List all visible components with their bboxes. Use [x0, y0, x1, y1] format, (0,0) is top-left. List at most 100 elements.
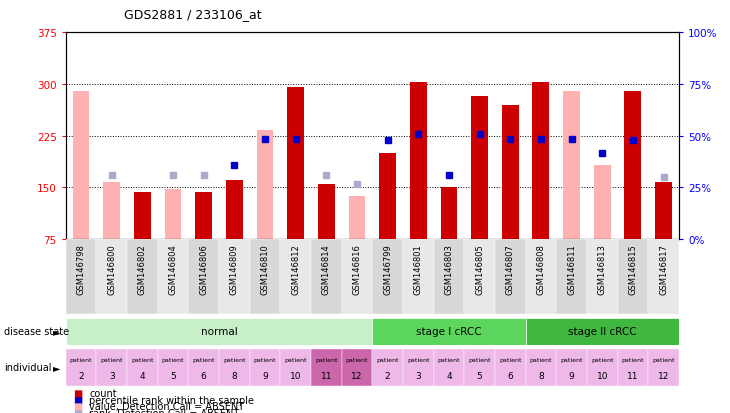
Bar	[280, 349, 311, 386]
Text: GSM146810: GSM146810	[261, 243, 269, 294]
Bar	[624, 92, 642, 240]
Bar	[66, 318, 372, 345]
Bar	[655, 183, 672, 240]
Text: 5: 5	[477, 371, 483, 380]
Text: patient: patient	[346, 357, 368, 362]
Bar	[648, 240, 679, 314]
Bar	[434, 240, 464, 314]
Text: GSM146803: GSM146803	[445, 243, 453, 294]
Text: 11: 11	[627, 371, 639, 380]
Text: 3: 3	[415, 371, 421, 380]
Bar	[587, 240, 618, 314]
Text: GSM146806: GSM146806	[199, 243, 208, 294]
Text: GSM146817: GSM146817	[659, 243, 668, 294]
Bar	[526, 349, 556, 386]
Bar	[464, 349, 495, 386]
Text: value, Detection Call = ABSENT: value, Detection Call = ABSENT	[89, 401, 244, 411]
Bar	[158, 349, 188, 386]
Text: ►: ►	[53, 326, 60, 337]
Bar	[127, 240, 158, 314]
Bar	[526, 318, 679, 345]
Text: patient: patient	[407, 357, 429, 362]
Text: patient: patient	[162, 357, 184, 362]
Text: 10: 10	[596, 371, 608, 380]
Bar	[410, 83, 427, 240]
Text: 11: 11	[320, 371, 332, 380]
Bar	[188, 349, 219, 386]
Bar	[372, 240, 403, 314]
Text: GSM146808: GSM146808	[537, 243, 545, 294]
Bar	[556, 349, 587, 386]
Text: patient: patient	[315, 357, 337, 362]
Bar	[158, 240, 188, 314]
Text: patient: patient	[499, 357, 521, 362]
Text: patient: patient	[561, 357, 583, 362]
Bar	[372, 318, 526, 345]
Bar	[342, 349, 372, 386]
Bar	[440, 188, 458, 240]
Text: GSM146805: GSM146805	[475, 243, 484, 294]
Text: patient: patient	[285, 357, 307, 362]
Text: rank, Detection Call = ABSENT: rank, Detection Call = ABSENT	[89, 408, 239, 413]
Text: 2: 2	[385, 371, 391, 380]
Text: 6: 6	[507, 371, 513, 380]
Text: GSM146804: GSM146804	[169, 243, 177, 294]
Text: GSM146814: GSM146814	[322, 243, 331, 294]
Text: stage II cRCC: stage II cRCC	[568, 326, 637, 337]
Bar	[403, 349, 434, 386]
Bar	[563, 92, 580, 240]
Bar	[403, 240, 434, 314]
Text: 3: 3	[109, 371, 115, 380]
Bar	[127, 349, 158, 386]
Text: GSM146811: GSM146811	[567, 243, 576, 294]
Text: patient: patient	[223, 357, 245, 362]
Text: GSM146807: GSM146807	[506, 243, 515, 294]
Bar	[495, 240, 526, 314]
Text: patient: patient	[70, 357, 92, 362]
Text: individual: individual	[4, 363, 51, 373]
Text: ►: ►	[53, 363, 60, 373]
Bar	[311, 349, 342, 386]
Text: count: count	[89, 388, 117, 398]
Bar	[256, 131, 274, 240]
Text: disease state: disease state	[4, 326, 69, 337]
Text: ■: ■	[73, 408, 82, 413]
Text: patient: patient	[131, 357, 153, 362]
Text: GSM146799: GSM146799	[383, 243, 392, 294]
Text: patient: patient	[622, 357, 644, 362]
Bar	[195, 193, 212, 240]
Bar	[464, 240, 495, 314]
Text: 8: 8	[538, 371, 544, 380]
Text: ■: ■	[73, 395, 82, 405]
Bar	[66, 349, 96, 386]
Text: patient: patient	[469, 357, 491, 362]
Text: 4: 4	[446, 371, 452, 380]
Bar	[188, 240, 219, 314]
Text: patient: patient	[193, 357, 215, 362]
Bar	[311, 240, 342, 314]
Bar	[250, 240, 280, 314]
Bar	[103, 183, 120, 240]
Text: patient: patient	[438, 357, 460, 362]
Bar	[250, 349, 280, 386]
Text: GSM146800: GSM146800	[107, 243, 116, 294]
Bar	[587, 349, 618, 386]
Bar	[348, 196, 366, 240]
Text: GSM146815: GSM146815	[629, 243, 637, 294]
Bar	[471, 96, 488, 240]
Text: normal: normal	[201, 326, 237, 337]
Text: 12: 12	[351, 371, 363, 380]
Text: 6: 6	[201, 371, 207, 380]
Bar	[164, 189, 182, 240]
Bar	[96, 349, 127, 386]
Bar	[342, 240, 372, 314]
Bar	[618, 240, 648, 314]
Text: ■: ■	[73, 401, 82, 411]
Text: patient: patient	[254, 357, 276, 362]
Text: GSM146813: GSM146813	[598, 243, 607, 294]
Text: GSM146809: GSM146809	[230, 243, 239, 294]
Bar	[379, 154, 396, 240]
Bar	[280, 240, 311, 314]
Bar	[318, 185, 335, 240]
Bar	[532, 83, 550, 240]
